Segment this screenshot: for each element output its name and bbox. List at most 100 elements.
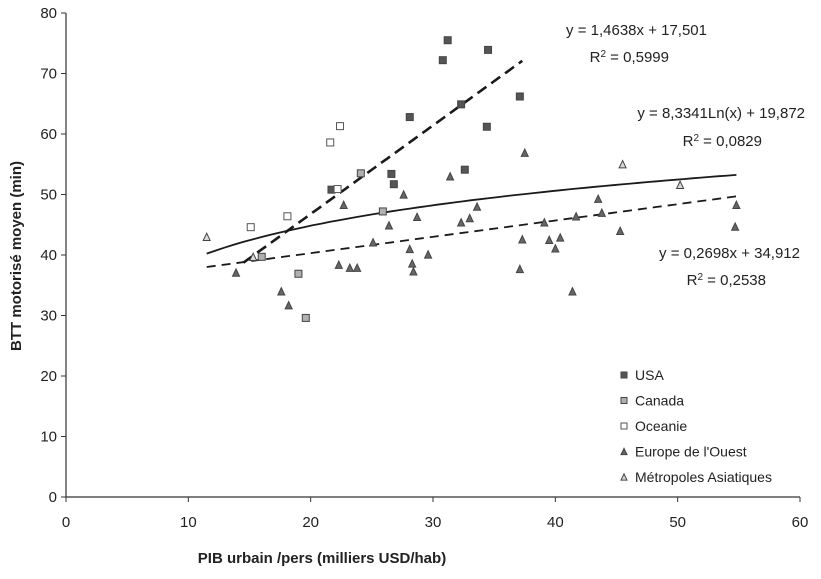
data-point (732, 199, 741, 209)
data-point (618, 159, 627, 169)
data-point (544, 235, 554, 245)
legend-marker (620, 472, 628, 481)
data-point (597, 207, 607, 217)
data-point (518, 234, 527, 244)
trendlines (206, 59, 737, 268)
trendline-r2: R2 = 0,5999 (590, 49, 669, 67)
x-tick-label: 20 (302, 514, 319, 531)
data-point (615, 225, 625, 235)
x-tick-label: 40 (547, 514, 564, 531)
data-point (465, 213, 474, 223)
data-point (571, 211, 581, 221)
data-point (356, 169, 365, 178)
data-point (284, 300, 293, 310)
x-tick-label: 0 (62, 514, 70, 531)
data-point (482, 122, 491, 131)
legend-item: Métropoles Asiatiques (620, 469, 772, 485)
data-point (405, 113, 414, 122)
y-tick-label: 30 (40, 308, 57, 325)
data-point (294, 269, 303, 278)
legend-item: Canada (620, 393, 684, 409)
data-point (520, 147, 530, 157)
y-tick-label: 60 (40, 126, 57, 143)
legend-item: Oceanie (620, 418, 687, 434)
legend-label: Métropoles Asiatiques (635, 469, 772, 485)
data-point (423, 249, 433, 259)
data-point (326, 138, 335, 147)
data-point (540, 217, 549, 227)
legend-marker (620, 447, 628, 456)
data-point (257, 252, 266, 261)
data-point (484, 45, 493, 54)
data-point (472, 201, 482, 211)
data-point (593, 193, 603, 203)
data-points (202, 36, 741, 322)
data-point (443, 36, 452, 45)
data-point (301, 313, 310, 322)
data-point (248, 251, 258, 261)
legend: USA Canada Oceanie Europe de l'Ouest Métropo… (620, 367, 772, 485)
data-point (339, 199, 348, 209)
trendline-equation: y = 8,3341Ln(x) + 19,872 (637, 105, 805, 122)
data-point (387, 169, 396, 178)
series-3 (246, 122, 345, 232)
data-point (568, 286, 577, 296)
legend-label: USA (635, 367, 664, 383)
data-point (460, 165, 469, 174)
data-point (407, 258, 417, 268)
data-point (730, 221, 740, 231)
x-tick-label: 10 (180, 514, 197, 531)
data-point (675, 179, 685, 189)
data-point (283, 212, 292, 221)
data-point (555, 232, 565, 242)
y-tick-label: 70 (40, 66, 57, 83)
data-point (334, 259, 344, 269)
data-point (515, 92, 524, 101)
legend-marker (620, 422, 628, 430)
trendline-equation: y = 0,2698x + 34,912 (659, 245, 800, 262)
axes (61, 12, 801, 502)
data-point (399, 189, 408, 199)
data-point (378, 207, 387, 216)
legend-label: Canada (635, 393, 684, 409)
data-point (551, 243, 560, 253)
x-tick-label: 30 (425, 514, 442, 531)
legend-label: Oceanie (635, 418, 687, 434)
trendline-1 (242, 59, 524, 264)
data-point (202, 232, 211, 242)
legend-item: USA (620, 367, 664, 383)
data-point (277, 286, 286, 296)
trendline-r2: R2 = 0,2538 (687, 272, 766, 290)
trendline-2 (206, 174, 737, 255)
legend-marker (620, 397, 628, 404)
data-point (445, 171, 455, 181)
y-tick-label: 40 (40, 247, 57, 264)
y-tick-label: 80 (40, 5, 57, 22)
y-tick-label: 10 (40, 429, 57, 446)
x-tick-label: 50 (669, 514, 686, 531)
legend-marker (620, 371, 628, 379)
trendline-equations: y = 1,4638x + 17,501 R2 = 0,5999 y = 8,334… (566, 22, 805, 289)
trendline-equation: y = 1,4638x + 17,501 (566, 22, 707, 39)
data-point (384, 220, 394, 230)
legend-label: Europe de l'Ouest (635, 444, 747, 460)
data-point (515, 264, 525, 274)
series-4 (231, 147, 741, 310)
data-point (352, 262, 362, 272)
series-5 (202, 159, 685, 261)
trendline-r2: R2 = 0,0829 (683, 133, 762, 151)
legend-item: Europe de l'Ouest (620, 444, 747, 460)
y-tick-label: 20 (40, 368, 57, 385)
data-point (405, 244, 415, 254)
data-point (333, 185, 342, 194)
data-point (457, 100, 466, 109)
data-point (368, 237, 378, 247)
tick-labels: 0 10 20 30 40 50 60 70 80 0 10 20 30 40 50 60 (40, 5, 808, 531)
data-point (412, 212, 422, 222)
x-tick-label: 60 (792, 514, 809, 531)
series-2 (257, 169, 387, 322)
series-1 (327, 36, 524, 194)
data-point (336, 122, 345, 131)
data-point (389, 180, 398, 189)
